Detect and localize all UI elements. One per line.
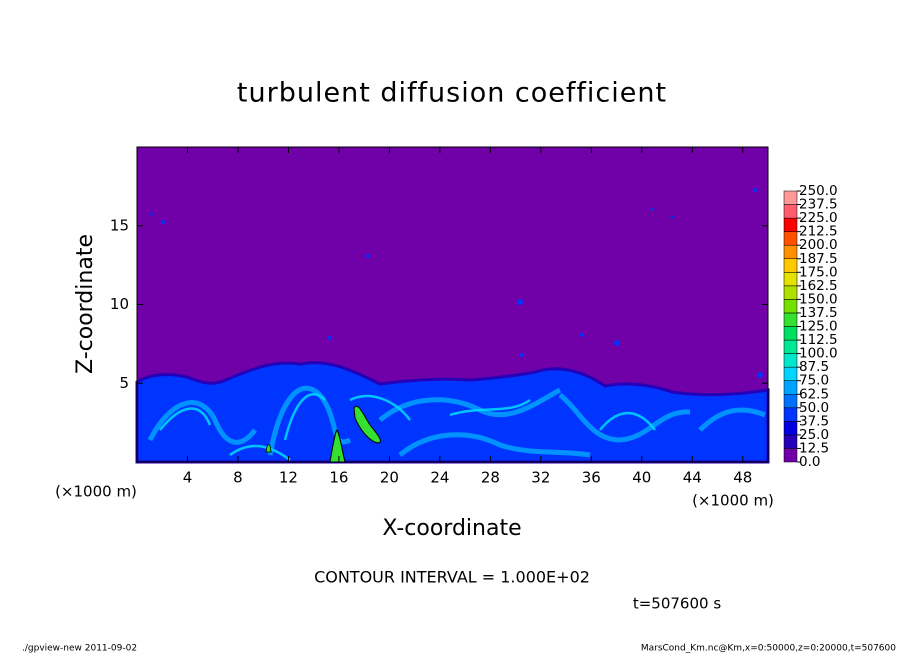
field-region <box>329 429 346 463</box>
colorbar-label: 37.5 <box>799 413 829 429</box>
field-streaks <box>147 385 766 458</box>
y-axis-label: Z-coordinate <box>73 234 98 374</box>
colorbar-label: 50.0 <box>799 400 829 416</box>
field-region <box>265 444 272 453</box>
colorbar-cell <box>783 326 798 341</box>
colorbar-label: 112.5 <box>799 332 838 348</box>
footer-left: ./gpview-new 2011-09-02 <box>22 644 137 654</box>
colorbar-cell <box>783 394 798 409</box>
colorbar-cell <box>783 434 798 449</box>
field-spots <box>150 188 763 378</box>
colorbar-cell <box>783 258 798 273</box>
colorbar-label: 212.5 <box>799 224 838 240</box>
x-tick-label: 16 <box>329 469 348 487</box>
footer-right: MarsCond_Km.nc@Km,x=0:50000,z=0:20000,t=… <box>641 644 896 654</box>
y-tick-label: 15 <box>110 216 129 234</box>
colorbar-label: 125.0 <box>799 319 838 335</box>
colorbar-label: 12.5 <box>799 440 829 456</box>
x-tick-label: 8 <box>233 469 243 487</box>
x-axis-label: X-coordinate <box>382 516 521 541</box>
colorbar-cell <box>783 299 798 314</box>
colorbar-label: 25.0 <box>799 427 829 443</box>
colorbar-cell <box>783 217 798 232</box>
contour-field <box>135 147 770 464</box>
x-tick-label: 36 <box>582 469 601 487</box>
x-tick-label: 48 <box>733 469 752 487</box>
colorbar-cell <box>783 244 798 259</box>
y-tick-label: 5 <box>119 374 129 392</box>
colorbar-label: 187.5 <box>799 251 838 267</box>
x-tick-label: 44 <box>683 469 702 487</box>
colorbar-label: 137.5 <box>799 305 838 321</box>
time-label: t=507600 s <box>633 595 721 613</box>
chart-title: turbulent diffusion coefficient <box>237 78 667 109</box>
colorbar-cell <box>783 204 798 219</box>
colorbar-cell <box>783 407 798 422</box>
colorbar-cell <box>783 366 798 381</box>
x-unit: (×1000 m) <box>692 492 774 510</box>
colorbar-cell <box>783 421 798 436</box>
colorbar-label: 225.0 <box>799 210 838 226</box>
field-region <box>353 405 381 444</box>
colorbar-cell <box>783 272 798 287</box>
colorbar-label: 250.0 <box>799 183 838 199</box>
colorbar-label: 62.5 <box>799 386 829 402</box>
colorbar-cell <box>783 312 798 327</box>
x-tick-label: 20 <box>380 469 399 487</box>
colorbar-cell <box>783 190 798 205</box>
x-tick-label: 12 <box>279 469 298 487</box>
colorbar-label: 87.5 <box>799 359 829 375</box>
x-tick-label: 24 <box>430 469 449 487</box>
y-unit: (×1000 m) <box>55 483 137 501</box>
colorbar-label: 237.5 <box>799 197 838 213</box>
colorbar-label: 75.0 <box>799 373 829 389</box>
colorbar-cell <box>783 353 798 368</box>
colorbar-label: 100.0 <box>799 346 838 362</box>
colorbar-label: 150.0 <box>799 291 838 307</box>
colorbar-label: 162.5 <box>799 278 838 294</box>
colorbar-cell <box>783 339 798 354</box>
x-tick-label: 40 <box>632 469 651 487</box>
x-tick-label: 28 <box>481 469 500 487</box>
colorbar-cell <box>783 285 798 300</box>
colorbar-cell <box>783 380 798 395</box>
colorbar-label: 200.0 <box>799 237 838 253</box>
colorbar-cell <box>783 448 798 463</box>
x-tick-label: 4 <box>183 469 193 487</box>
field-streaks <box>159 393 656 462</box>
colorbar-cell <box>783 231 798 246</box>
colorbar-label: 175.0 <box>799 264 838 280</box>
contour-interval: CONTOUR INTERVAL = 1.000E+02 <box>314 568 590 587</box>
x-tick-label: 32 <box>531 469 550 487</box>
colorbar-label: 0.0 <box>799 454 820 470</box>
y-tick-label: 10 <box>110 295 129 313</box>
